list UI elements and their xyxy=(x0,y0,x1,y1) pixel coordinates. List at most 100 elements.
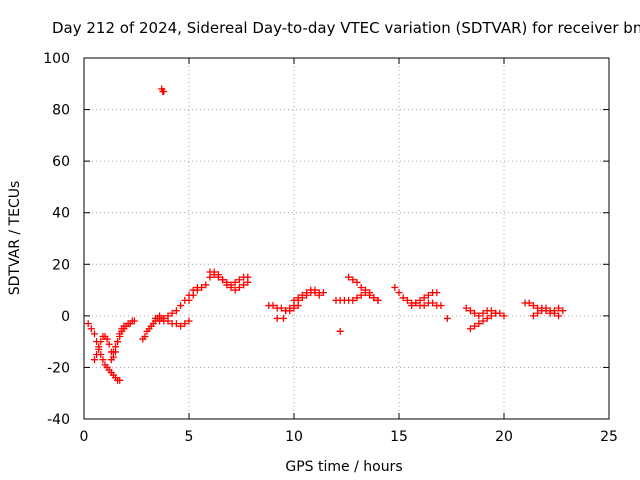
data-point xyxy=(475,312,483,320)
series-arc-9 xyxy=(265,302,302,315)
series-arc-15 xyxy=(408,289,441,310)
data-point xyxy=(408,302,416,310)
data-point xyxy=(353,294,361,302)
data-point xyxy=(95,343,103,351)
y-axis-label: SDTVAR / TECUs xyxy=(7,181,23,296)
axis-ticks: 0 5 10 15 20 25 -40 -20 0 20 40 60 80 100 xyxy=(43,51,618,445)
data-point xyxy=(374,296,382,304)
data-point xyxy=(177,322,185,330)
data-point xyxy=(277,304,285,312)
data-point xyxy=(91,330,98,338)
data-point xyxy=(107,356,115,364)
plot-frame xyxy=(83,57,610,420)
data-point xyxy=(91,356,98,364)
data-point xyxy=(231,278,239,286)
data-point xyxy=(193,286,201,294)
series-arc-11 xyxy=(290,286,327,304)
data-point xyxy=(416,296,424,304)
y-tick-label: -40 xyxy=(47,412,70,428)
data-point xyxy=(529,302,537,310)
series-arc-4 xyxy=(139,312,166,343)
data-point xyxy=(370,294,378,302)
data-point xyxy=(471,322,479,330)
data-point xyxy=(500,312,508,320)
data-point xyxy=(112,343,119,351)
data-point xyxy=(487,312,495,320)
data-point xyxy=(412,299,420,307)
x-tick-label: 10 xyxy=(285,429,303,445)
data-point xyxy=(286,304,294,312)
data-point xyxy=(202,281,210,289)
data-point xyxy=(433,289,441,297)
data-point xyxy=(294,294,302,302)
data-point xyxy=(116,376,124,384)
data-point xyxy=(429,299,437,307)
data-point xyxy=(189,291,197,299)
data-point xyxy=(366,289,374,297)
data-point xyxy=(319,289,327,297)
data-point xyxy=(529,312,537,320)
data-point xyxy=(303,289,311,297)
y-tick-label: 40 xyxy=(52,206,70,222)
x-tick-label: 5 xyxy=(185,429,194,445)
data-point xyxy=(240,281,248,289)
data-point xyxy=(443,314,451,322)
x-axis-label: GPS time / hours xyxy=(285,459,402,475)
data-point xyxy=(462,304,470,312)
data-point xyxy=(210,271,218,279)
data-point xyxy=(357,291,365,299)
series-arc-17 xyxy=(466,309,500,333)
data-point xyxy=(160,88,168,96)
data-point xyxy=(353,278,361,286)
data-point xyxy=(97,338,105,346)
data-point xyxy=(534,309,542,317)
data-point xyxy=(391,283,399,291)
data-point xyxy=(130,317,138,325)
data-point xyxy=(114,338,122,346)
data-point xyxy=(227,281,235,289)
data-point xyxy=(141,332,149,340)
data-point xyxy=(525,299,533,307)
data-point xyxy=(273,314,281,322)
series-outlier-4 xyxy=(443,314,451,322)
data-point xyxy=(235,283,243,291)
data-points xyxy=(84,85,567,384)
data-point xyxy=(99,356,107,364)
data-point xyxy=(116,332,124,340)
chart-title: Day 212 of 2024, Sidereal Day-to-day VTE… xyxy=(52,19,640,37)
series-outlier-2 xyxy=(273,314,287,322)
data-point xyxy=(466,307,474,315)
data-point xyxy=(395,289,403,297)
y-tick-label: 20 xyxy=(52,257,70,273)
data-point xyxy=(235,276,243,284)
series-arc-14 xyxy=(391,283,445,310)
data-point xyxy=(336,327,344,335)
data-point xyxy=(231,286,239,294)
gridlines xyxy=(84,58,609,419)
data-point xyxy=(84,320,92,328)
data-point xyxy=(219,276,227,284)
data-point xyxy=(181,320,189,328)
data-point xyxy=(399,294,407,302)
data-point xyxy=(479,317,487,325)
y-tick-label: 100 xyxy=(43,51,70,67)
data-point xyxy=(280,314,287,322)
y-tick-label: 60 xyxy=(52,154,70,170)
x-tick-label: 20 xyxy=(495,429,513,445)
data-point xyxy=(103,335,111,343)
y-tick-label: -20 xyxy=(47,360,70,376)
data-point xyxy=(349,296,357,304)
data-point xyxy=(177,302,185,310)
data-point xyxy=(550,309,558,317)
data-point xyxy=(244,273,252,281)
series-outlier-3 xyxy=(336,327,344,335)
data-point xyxy=(345,273,353,281)
data-point xyxy=(87,325,95,333)
data-point xyxy=(357,283,365,291)
data-point xyxy=(168,309,176,317)
data-point xyxy=(420,294,428,302)
data-point xyxy=(559,307,567,315)
data-point xyxy=(223,278,231,286)
data-point xyxy=(311,286,319,294)
